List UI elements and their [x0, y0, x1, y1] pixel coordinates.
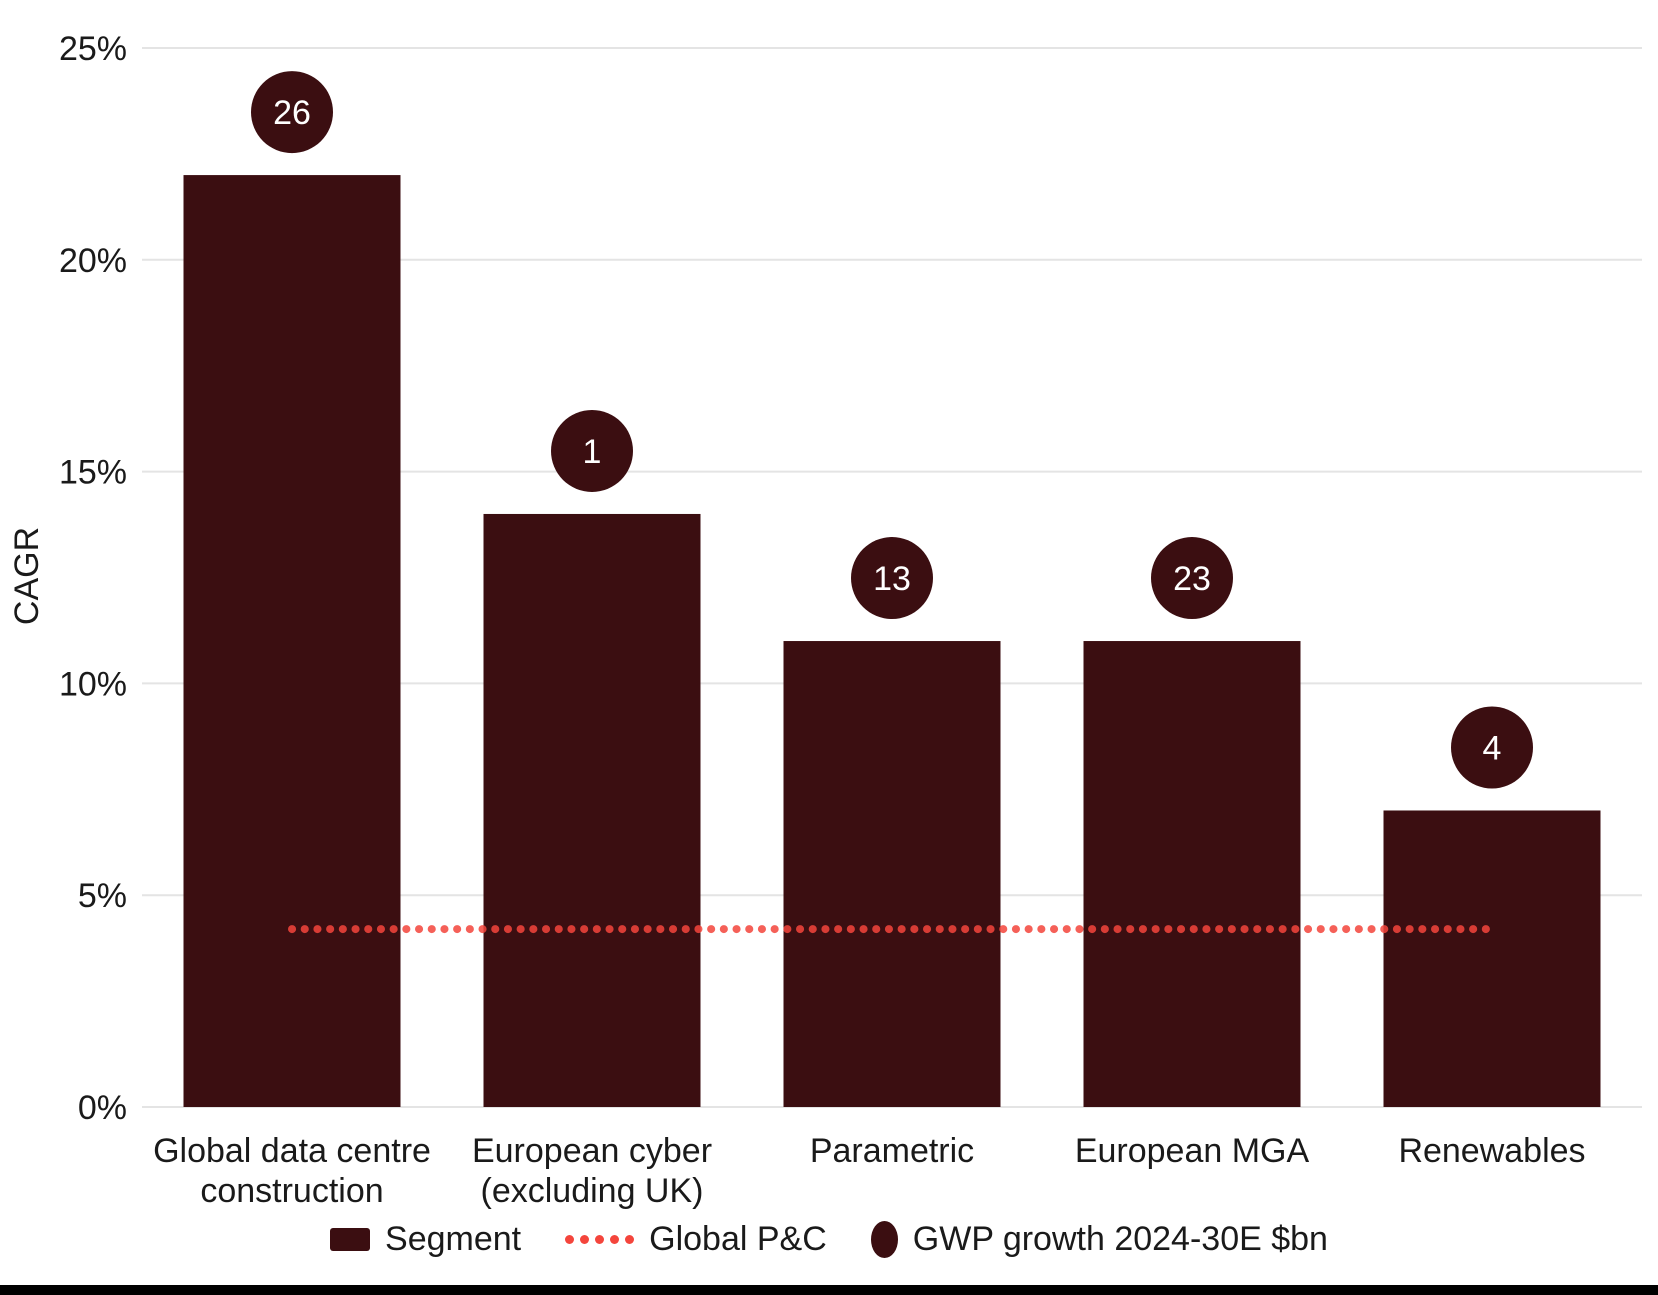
gwp-circle-swatch-icon	[870, 1221, 898, 1258]
segment-bar-4	[1383, 810, 1601, 1107]
y-tick-label: 20%	[59, 242, 127, 280]
category-label-0: construction	[200, 1172, 383, 1210]
segment-bar-1	[483, 513, 701, 1107]
gwp-growth-circle-2	[851, 537, 933, 620]
gwp-growth-circle-4	[1451, 706, 1533, 789]
y-axis-title: CAGR	[8, 527, 46, 625]
segment-bar-0	[183, 175, 401, 1107]
category-label-4: Renewables	[1398, 1132, 1585, 1170]
y-tick-label: 10%	[59, 665, 127, 703]
segment-bar-3	[1083, 641, 1301, 1107]
y-tick-label: 0%	[78, 1089, 127, 1127]
legend-item-segment: Segment	[330, 1220, 521, 1259]
category-label-3: European MGA	[1075, 1132, 1310, 1170]
gwp-growth-circle-1	[551, 409, 633, 492]
gwp-growth-value-0: 26	[273, 94, 311, 132]
segment-bar-2	[783, 641, 1001, 1107]
gwp-growth-value-1: 1	[583, 433, 602, 471]
gwp-growth-value-3: 23	[1173, 560, 1211, 598]
y-tick-label: 5%	[78, 877, 127, 915]
gwp-growth-value-4: 4	[1483, 729, 1502, 767]
category-label-2: Parametric	[810, 1132, 974, 1170]
gwp-growth-value-2: 13	[873, 560, 911, 598]
y-tick-label: 25%	[59, 30, 127, 68]
legend-item-gwp-growth: GWP growth 2024-30E $bn	[870, 1220, 1328, 1259]
gwp-growth-circle-0	[251, 71, 333, 154]
legend: Segment Global P&C GWP growth 2024-30E $…	[0, 1220, 1658, 1259]
legend-item-global-pc: Global P&C	[565, 1220, 827, 1259]
legend-label-gwp-growth: GWP growth 2024-30E $bn	[912, 1220, 1328, 1258]
legend-label-global-pc: Global P&C	[649, 1220, 827, 1258]
legend-label-segment: Segment	[385, 1220, 522, 1258]
y-tick-label: 15%	[59, 454, 127, 492]
category-label-1: European cyber	[472, 1132, 712, 1170]
category-label-1: (excluding UK)	[481, 1172, 704, 1210]
segment-bar-swatch-icon	[330, 1228, 371, 1251]
category-label-0: Global data centre	[153, 1132, 431, 1170]
dotted-line-swatch-icon	[565, 1235, 635, 1244]
bottom-border-bar	[0, 1285, 1658, 1295]
gwp-growth-circle-3	[1151, 537, 1233, 620]
